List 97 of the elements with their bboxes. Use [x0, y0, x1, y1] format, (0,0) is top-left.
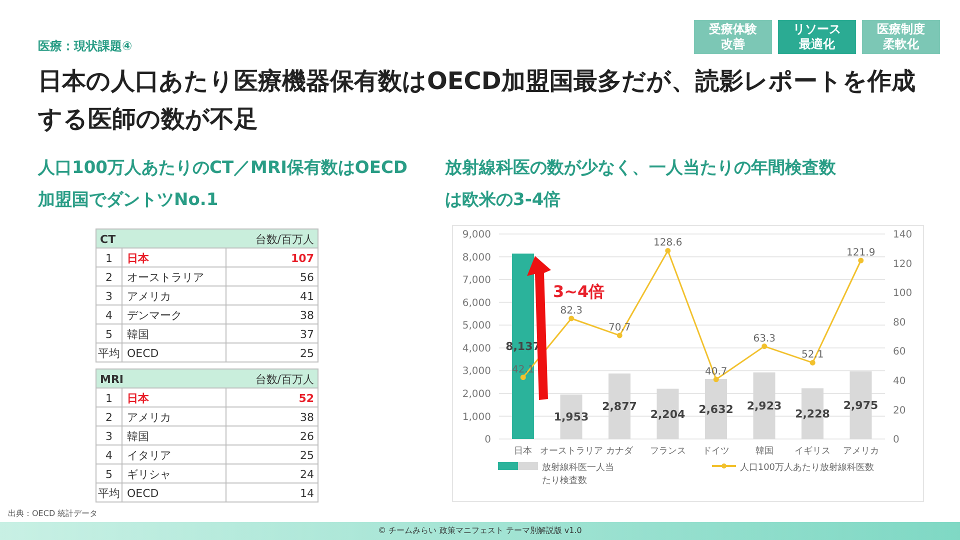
y-tick-label: 韓国	[127, 328, 149, 341]
text: 受療体験改善	[708, 22, 758, 52]
data-label: 26	[300, 430, 314, 443]
x-tick-label: アメリカ	[842, 446, 879, 456]
y2-tick-label: 5	[106, 468, 112, 481]
point	[616, 332, 622, 338]
y2-tick-label: 4	[106, 309, 112, 322]
y2-tick-label: 5	[106, 328, 112, 341]
y2-tick-label: 2	[106, 271, 112, 284]
x-tick-label: フランス	[650, 446, 686, 456]
data-label: 128.6	[654, 238, 682, 249]
y2-tick-label: 60	[893, 346, 906, 358]
legend-label: 人口100万人あたり放射線科医数	[740, 462, 874, 474]
y-tick-label: 韓国	[127, 430, 149, 443]
y-tick-label: 2,000	[462, 388, 491, 400]
y-tick-label: 7,000	[462, 275, 491, 286]
text: 医療制度柔軟化	[876, 22, 926, 52]
data-label: 107	[291, 252, 314, 265]
point	[665, 248, 671, 254]
y-tick-label: 1,000	[462, 412, 491, 423]
y-tick-label: ギリシャ	[127, 468, 171, 481]
y-tick-label: デンマーク	[127, 309, 182, 322]
point	[713, 376, 719, 382]
y-tick-label: 4,000	[462, 343, 491, 354]
y-tick-label: 5,000	[462, 320, 491, 332]
y-tick-label: イタリア	[127, 449, 171, 462]
annotation: 3~4倍	[553, 282, 605, 303]
x-tick-label: 台数/百万人	[255, 373, 314, 386]
y-tick-label: 日本	[127, 392, 150, 405]
y2-tick-label: 80	[893, 317, 906, 328]
data-label: 2,975	[843, 399, 878, 412]
data-label: 38	[300, 309, 314, 322]
y2-tick-label: 40	[893, 376, 906, 387]
x-tick-label: ドイツ	[702, 446, 730, 456]
y2-tick-label: 4	[106, 449, 112, 462]
y2-tick-label: 3	[106, 290, 112, 303]
y2-tick-label: 平均	[98, 347, 120, 360]
x-tick-label: 韓国	[755, 445, 774, 456]
x-tick-label: カナダ	[606, 445, 634, 456]
data-label: 63.3	[753, 333, 776, 344]
chart-title: 放射線科医の数が少なく、一人当たりの年間検査数は欧米の3-4倍	[445, 157, 837, 212]
data-label: 38	[300, 411, 314, 424]
data-label: 121.9	[846, 248, 876, 259]
y2-tick-label: 3	[106, 430, 112, 443]
y2-tick-label: 1	[106, 252, 112, 265]
y-tick-label: 3,000	[462, 366, 491, 378]
y-tick-label: 6,000	[462, 298, 491, 309]
x-tick-label: オーストラリア	[540, 446, 603, 456]
y-tick-label: OECD	[127, 347, 159, 360]
data-label: 41	[300, 290, 314, 303]
data-label: 14	[300, 487, 314, 500]
data-label: 2,877	[602, 400, 637, 414]
y-tick-label: アメリカ	[127, 411, 171, 424]
point	[762, 344, 768, 350]
point	[810, 360, 816, 366]
y2-tick-label: 平均	[98, 487, 120, 500]
y2-tick-label: 120	[893, 258, 912, 270]
y-tick-label: 9,000	[462, 230, 491, 241]
x-tick-label: イギリス	[794, 445, 831, 456]
y2-tick-label: 0	[893, 434, 900, 446]
y2-tick-label: 100	[893, 288, 912, 300]
data-label: 2,204	[650, 408, 686, 421]
text: 医療：現状課題④	[38, 38, 132, 55]
data-label: 24	[300, 468, 314, 481]
y2-tick-label: 140	[893, 230, 912, 241]
y2-tick-label: 20	[893, 405, 906, 416]
point	[568, 316, 574, 322]
data-label: 25	[300, 449, 314, 462]
data-label: 2,923	[746, 400, 782, 413]
text: リソース最適化	[792, 22, 842, 52]
data-label: 82.3	[560, 305, 583, 316]
y-tick-label: オーストラリア	[127, 271, 204, 284]
data-label: 2,632	[698, 402, 734, 416]
point	[520, 374, 526, 380]
y-tick-label: 日本	[127, 252, 150, 265]
data-label: 2,228	[795, 408, 830, 421]
x-tick-label: 台数/百万人	[255, 233, 314, 246]
y-tick-label: 8,000	[462, 252, 491, 264]
point	[858, 258, 864, 264]
chart-subtitle: 人口100万人あたりのCT／MRI保有数はOECD加盟国でダントツNo.1	[38, 157, 408, 212]
text: 日本の人口あたり医療機器保有数はOECD加盟国最多だが、読影レポートを作成する医師の数が不足	[38, 66, 916, 135]
data-label: 1,953	[554, 410, 589, 424]
y-tick-label: 0	[484, 434, 491, 446]
text: CT	[100, 233, 116, 246]
y-tick-label: アメリカ	[127, 290, 171, 303]
y2-tick-label: 2	[106, 411, 112, 424]
legend-label: 放射線科医一人当たり検査数	[542, 462, 615, 487]
data-label: 52	[298, 392, 314, 405]
text: © チームみらい 政策マニフェスト テーマ別解説版 v1.0	[377, 525, 583, 536]
source-note: 出典：OECD 統計データ	[8, 508, 98, 519]
y2-tick-label: 1	[106, 392, 112, 405]
data-label: 25	[300, 347, 314, 360]
x-tick-label: 日本	[514, 445, 532, 456]
data-label: 56	[300, 271, 314, 284]
y-tick-label: OECD	[127, 487, 159, 500]
data-label: 37	[300, 328, 314, 341]
text: MRI	[100, 373, 124, 386]
